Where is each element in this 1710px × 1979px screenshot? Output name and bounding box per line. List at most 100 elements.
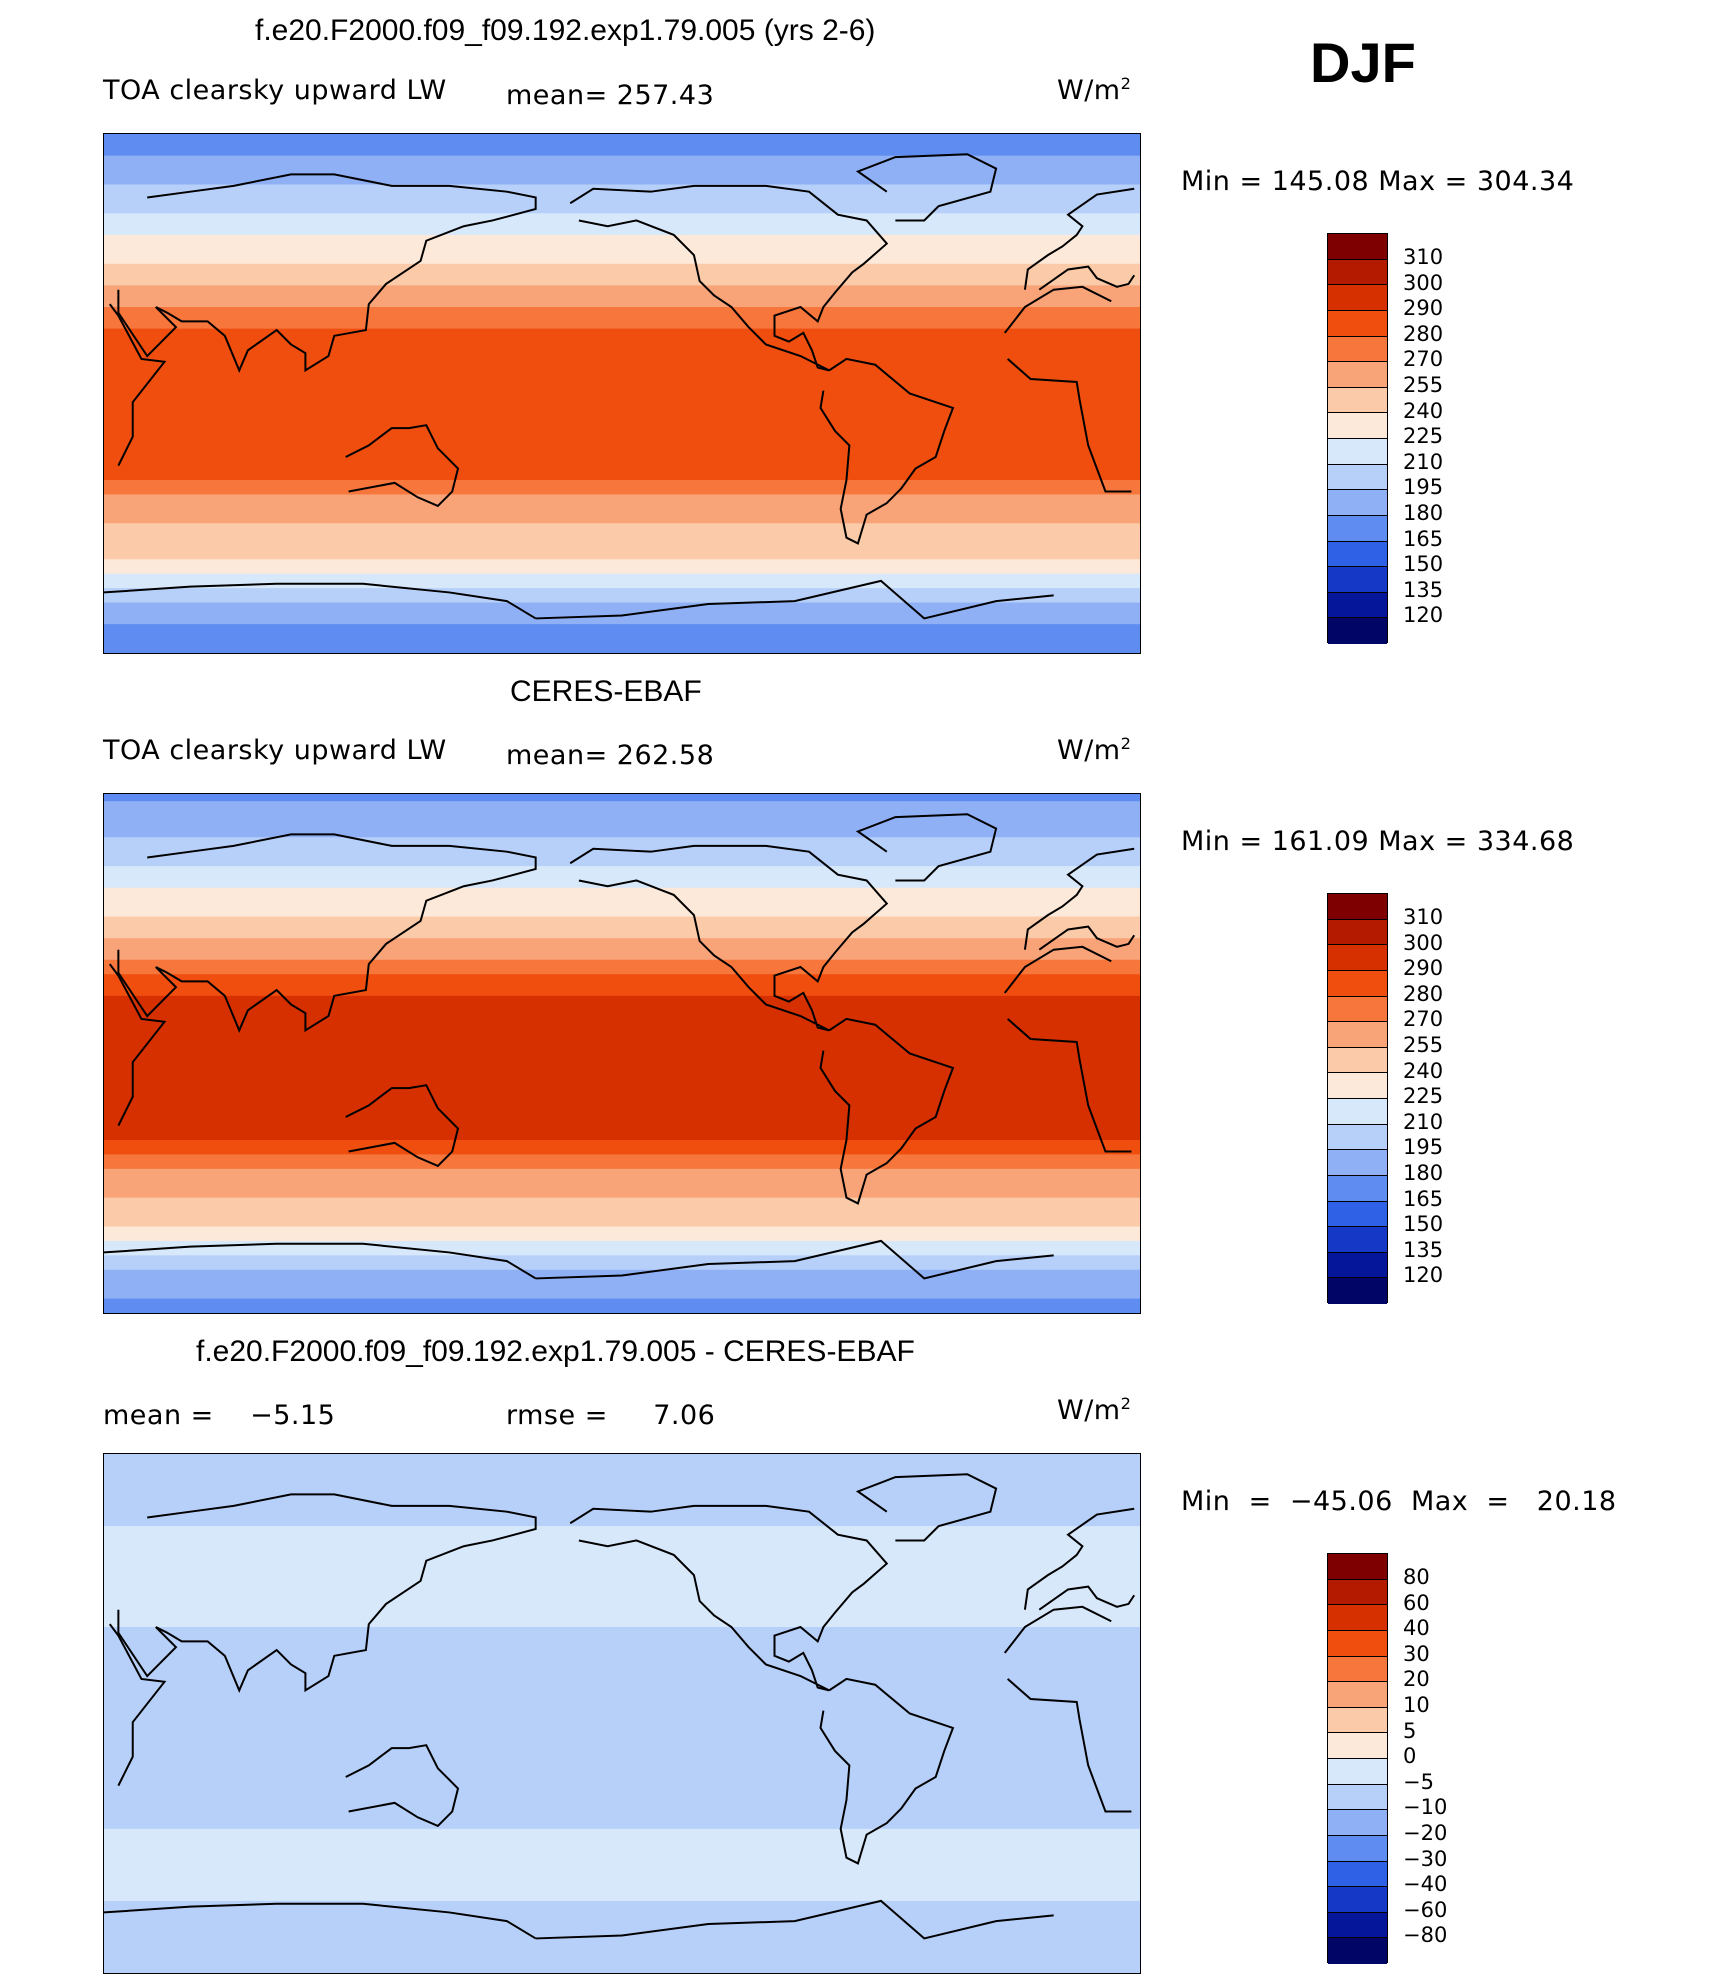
panel-1-mean-label: mean= 257.43 <box>506 80 715 111</box>
colorbar-tick-label: 0 <box>1403 1744 1417 1769</box>
zonal-band <box>104 1735 1140 1744</box>
zonal-band <box>104 815 1140 824</box>
coastline <box>345 424 460 508</box>
coastline <box>1023 847 1135 950</box>
panel-3-minmax: Min = −45.06 Max = 20.18 <box>1181 1486 1617 1517</box>
zonal-band <box>104 1641 1140 1650</box>
zonal-band <box>104 1039 1140 1048</box>
zonal-band <box>104 1749 1140 1758</box>
coastline <box>104 582 537 620</box>
coastline <box>569 1504 889 1692</box>
panel-2-mean-label: mean= 262.58 <box>506 740 715 771</box>
colorbar-swatch <box>1328 894 1387 920</box>
zonal-band <box>104 1893 1140 1902</box>
zonal-band <box>104 415 1140 424</box>
coastline <box>855 813 998 882</box>
panel-1-map-svg <box>104 134 1140 653</box>
zonal-band <box>104 1756 1140 1765</box>
zonal-band <box>104 256 1140 265</box>
panel-1-units: W/m2 <box>1057 74 1132 106</box>
zonal-band <box>104 314 1140 323</box>
zonal-band <box>104 141 1140 150</box>
season-label: DJF <box>1310 31 1416 94</box>
coastline <box>1038 1585 1136 1611</box>
zonal-band <box>104 1598 1140 1607</box>
zonal-band <box>104 1879 1140 1888</box>
colorbar-swatch <box>1328 1124 1387 1151</box>
zonal-band <box>104 1132 1140 1141</box>
zonal-band <box>104 1511 1140 1520</box>
colorbar-tick-label: 240 <box>1403 1058 1444 1083</box>
colorbar-swatch <box>1328 618 1387 644</box>
zonal-band <box>104 198 1140 207</box>
zonal-band <box>104 1147 1140 1156</box>
zonal-band <box>104 1814 1140 1823</box>
colorbar-tick-label: −80 <box>1403 1923 1448 1948</box>
zonal-band <box>104 981 1140 990</box>
zonal-band <box>104 429 1140 438</box>
coastline <box>117 1493 537 1693</box>
colorbar-swatch <box>1328 541 1387 568</box>
zonal-band <box>104 1908 1140 1917</box>
panel-2-units: W/m2 <box>1057 734 1132 766</box>
zonal-band <box>104 400 1140 409</box>
zonal-band <box>104 916 1140 925</box>
colorbar-tick-label: 30 <box>1403 1641 1430 1666</box>
colorbar-tick-label: 120 <box>1403 1263 1444 1288</box>
zonal-band <box>104 1212 1140 1221</box>
zonal-band <box>104 1089 1140 1098</box>
zonal-band <box>104 880 1140 889</box>
coastline <box>1003 945 1112 994</box>
zonal-band <box>104 844 1140 853</box>
zonal-band <box>104 393 1140 402</box>
colorbar-swatch <box>1328 310 1387 337</box>
panel-1-colorbar-labels: 310 300 290 280 270 255 240 225 210 195 180 165 150 1… <box>1403 245 1443 629</box>
zonal-band <box>104 1619 1140 1628</box>
zonal-band <box>104 609 1140 618</box>
zonal-band <box>104 851 1140 860</box>
zonal-band <box>104 1951 1140 1960</box>
zonal-band <box>104 801 1140 810</box>
colorbar-tick-label: 135 <box>1403 577 1444 602</box>
colorbar-tick-label: 150 <box>1403 552 1444 577</box>
coastline <box>108 963 167 1127</box>
colorbar-swatch <box>1328 1554 1387 1580</box>
zonal-band <box>104 299 1140 308</box>
zonal-band <box>104 328 1140 337</box>
coastline <box>1023 187 1135 290</box>
zonal-band <box>104 191 1140 200</box>
panel-3-map-svg <box>104 1454 1140 1973</box>
panel-3-mean-label: mean = −5.15 <box>103 1400 336 1431</box>
colorbar-swatch <box>1328 996 1387 1023</box>
zonal-band <box>104 1219 1140 1228</box>
zonal-band <box>104 967 1140 976</box>
colorbar-tick-label: 225 <box>1403 424 1444 449</box>
panel-3-rmse-label: rmse = 7.06 <box>506 1400 716 1431</box>
panel-1-map <box>103 133 1141 654</box>
panel-3-colorbar-labels: 80 60 40 30 20 10 5 0 −5 −10 −20 −30 −40 −60 −80 <box>1403 1565 1447 1949</box>
zonal-band <box>104 1691 1140 1700</box>
zonal-band <box>104 1936 1140 1945</box>
colorbar-tick-label: −40 <box>1403 1872 1448 1897</box>
zonal-band <box>104 894 1140 903</box>
panel-3-title: f.e20.F2000.f09_f09.192.exp1.79.005 - CE… <box>196 1335 915 1368</box>
colorbar-tick-label: 255 <box>1403 1032 1444 1057</box>
zonal-band <box>104 1154 1140 1163</box>
zonal-band <box>104 1053 1140 1062</box>
zonal-band <box>104 930 1140 939</box>
zonal-band <box>104 1958 1140 1967</box>
colorbar-swatch <box>1328 464 1387 491</box>
zonal-band <box>104 1915 1140 1924</box>
colorbar-swatch <box>1328 1150 1387 1176</box>
coastline <box>104 1242 537 1280</box>
zonal-band <box>104 1900 1140 1909</box>
coastline <box>104 1902 537 1940</box>
colorbar-swatch <box>1328 1278 1387 1304</box>
zonal-band <box>104 1060 1140 1069</box>
panel-1-colorbar <box>1327 233 1388 644</box>
coastline <box>855 1473 998 1542</box>
colorbar-swatch <box>1328 1733 1387 1759</box>
zonal-band <box>104 887 1140 896</box>
colorbar-swatch <box>1328 567 1387 593</box>
zonal-band <box>104 602 1140 611</box>
